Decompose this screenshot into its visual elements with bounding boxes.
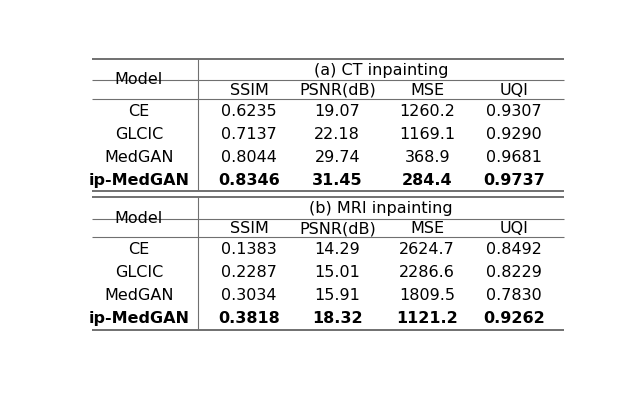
Text: 0.9307: 0.9307 [486,103,542,118]
Text: 0.8044: 0.8044 [221,149,277,164]
Text: 1121.2: 1121.2 [396,311,458,326]
Text: (b) MRI inpainting: (b) MRI inpainting [309,201,453,216]
Text: MSE: MSE [410,221,444,236]
Text: SSIM: SSIM [230,83,268,98]
Text: 29.74: 29.74 [314,149,360,164]
Text: 1169.1: 1169.1 [399,126,455,141]
Text: 0.7137: 0.7137 [221,126,277,141]
Text: SSIM: SSIM [230,221,268,236]
Text: Model: Model [115,210,163,225]
Text: 284.4: 284.4 [402,173,452,188]
Text: 0.9737: 0.9737 [483,173,545,188]
Text: CE: CE [128,242,150,256]
Text: PSNR(dB): PSNR(dB) [299,221,376,236]
Text: GLCIC: GLCIC [115,126,163,141]
Text: 1260.2: 1260.2 [399,103,455,118]
Text: 0.2287: 0.2287 [221,264,277,279]
Text: UQI: UQI [500,83,529,98]
Text: Model: Model [115,72,163,87]
Text: UQI: UQI [500,221,529,236]
Text: 0.3034: 0.3034 [221,288,276,303]
Text: 2624.7: 2624.7 [399,242,455,256]
Text: GLCIC: GLCIC [115,264,163,279]
Text: 15.91: 15.91 [314,288,360,303]
Text: 1809.5: 1809.5 [399,288,455,303]
Text: ip-MedGAN: ip-MedGAN [88,311,189,326]
Text: 0.8229: 0.8229 [486,264,542,279]
Text: PSNR(dB): PSNR(dB) [299,83,376,98]
Text: MSE: MSE [410,83,444,98]
Text: 0.9262: 0.9262 [483,311,545,326]
Text: MedGAN: MedGAN [104,149,173,164]
Text: MedGAN: MedGAN [104,288,173,303]
Text: 15.01: 15.01 [314,264,360,279]
Text: 31.45: 31.45 [312,173,363,188]
Text: 0.8492: 0.8492 [486,242,542,256]
Text: ip-MedGAN: ip-MedGAN [88,173,189,188]
Text: 0.7830: 0.7830 [486,288,542,303]
Text: CE: CE [128,103,150,118]
Text: 19.07: 19.07 [314,103,360,118]
Text: 0.8346: 0.8346 [218,173,280,188]
Text: (a) CT inpainting: (a) CT inpainting [314,63,449,78]
Text: 368.9: 368.9 [404,149,450,164]
Text: 14.29: 14.29 [314,242,360,256]
Text: 22.18: 22.18 [314,126,360,141]
Text: 0.1383: 0.1383 [221,242,277,256]
Text: 0.3818: 0.3818 [218,311,280,326]
Text: 0.9290: 0.9290 [486,126,542,141]
Text: 2286.6: 2286.6 [399,264,455,279]
Text: 18.32: 18.32 [312,311,363,326]
Text: 0.6235: 0.6235 [221,103,276,118]
Text: 0.9681: 0.9681 [486,149,542,164]
